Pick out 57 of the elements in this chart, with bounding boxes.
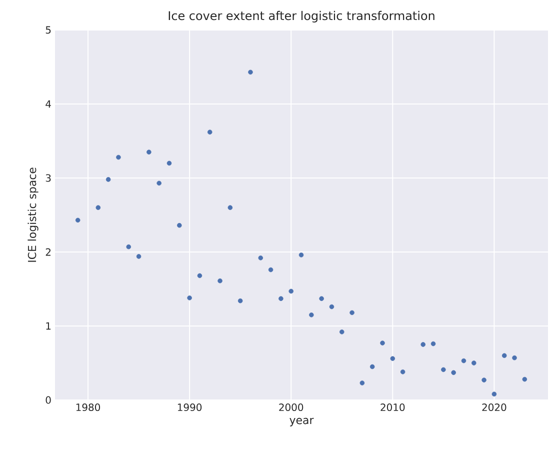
point [126,244,132,250]
point [522,376,528,382]
point [360,380,365,386]
y-tick-label: 3 [46,174,51,182]
point [238,298,243,304]
point [502,353,507,358]
point [430,341,436,346]
y-tick-label: 4 [46,100,51,108]
point [116,154,121,160]
point [420,342,426,347]
point [288,288,294,294]
point [136,254,142,259]
point [228,205,233,210]
point [248,70,253,75]
x-tick-label: 2020 [482,404,506,412]
x-tick-label: 2000 [279,404,304,412]
point [218,278,222,284]
point [319,296,324,302]
y-tick-label: 0 [46,396,51,404]
chart-title: Ice cover extent after logistic transformation [168,10,434,22]
point [268,267,274,272]
point [451,370,456,376]
point [512,355,517,360]
point [339,330,344,334]
point [298,252,304,258]
point [461,358,466,364]
point [482,378,486,382]
point [156,180,162,186]
y-tick-label: 5 [46,26,51,34]
point [471,360,476,366]
x-tick-label: 2010 [380,404,405,412]
y-tick-label: 1 [46,322,51,330]
point [75,218,80,223]
point [187,295,192,300]
point [329,304,334,310]
point [207,130,212,135]
point [177,222,182,228]
point [258,256,264,260]
point [197,273,202,278]
point [96,205,101,210]
x-tick-label: 1990 [178,404,202,412]
point [370,364,375,370]
point [146,150,152,154]
x-axis-title: year [290,418,314,426]
point [166,160,172,166]
y-axis-title: ICE logistic space [28,168,38,262]
point [492,392,497,396]
point [278,296,284,302]
point [309,312,314,318]
x-tick-label: 1980 [76,404,100,412]
y-tick-label: 2 [46,248,50,256]
point [400,369,406,374]
point [350,310,354,316]
point [380,340,385,346]
point [441,367,446,372]
point [390,356,396,361]
point [106,177,111,182]
